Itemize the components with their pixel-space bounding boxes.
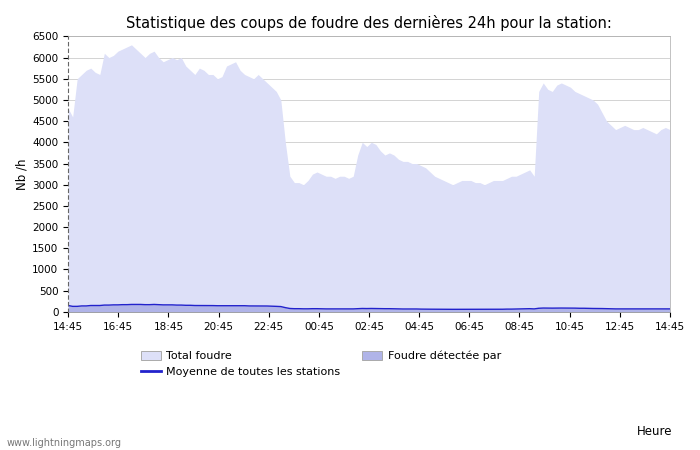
- Title: Statistique des coups de foudre des dernières 24h pour la station:: Statistique des coups de foudre des dern…: [126, 15, 612, 31]
- Text: www.lightningmaps.org: www.lightningmaps.org: [7, 438, 122, 448]
- Text: Heure: Heure: [637, 425, 673, 438]
- Y-axis label: Nb /h: Nb /h: [15, 158, 28, 190]
- Legend: Total foudre, Moyenne de toutes les stations, Foudre détectée par: Total foudre, Moyenne de toutes les stat…: [141, 351, 501, 377]
